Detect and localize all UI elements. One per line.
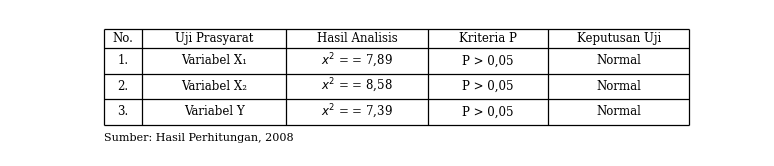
Text: Uji Prasyarat: Uji Prasyarat: [175, 32, 253, 45]
Text: 2.: 2.: [118, 80, 128, 93]
Text: P > 0,05: P > 0,05: [462, 80, 514, 93]
Text: 1.: 1.: [118, 54, 128, 67]
Text: Normal: Normal: [596, 80, 641, 93]
Text: Variabel Y: Variabel Y: [183, 105, 245, 119]
Text: Kriteria P: Kriteria P: [459, 32, 517, 45]
Text: No.: No.: [112, 32, 133, 45]
Text: $x^2$ = = 8,58: $x^2$ = = 8,58: [321, 77, 393, 95]
Text: Variabel X₂: Variabel X₂: [181, 80, 247, 93]
Text: Normal: Normal: [596, 105, 641, 119]
Text: $x^2$ = = 7,89: $x^2$ = = 7,89: [321, 52, 393, 70]
Text: $x^2$ = = 7,39: $x^2$ = = 7,39: [321, 103, 393, 121]
Text: P > 0,05: P > 0,05: [462, 105, 514, 119]
Text: Hasil Analisis: Hasil Analisis: [317, 32, 397, 45]
Text: Sumber: Hasil Perhitungan, 2008: Sumber: Hasil Perhitungan, 2008: [104, 132, 293, 143]
Text: 3.: 3.: [118, 105, 128, 119]
Text: P > 0,05: P > 0,05: [462, 54, 514, 67]
Text: Variabel X₁: Variabel X₁: [181, 54, 247, 67]
Text: Normal: Normal: [596, 54, 641, 67]
Text: Keputusan Uji: Keputusan Uji: [577, 32, 661, 45]
